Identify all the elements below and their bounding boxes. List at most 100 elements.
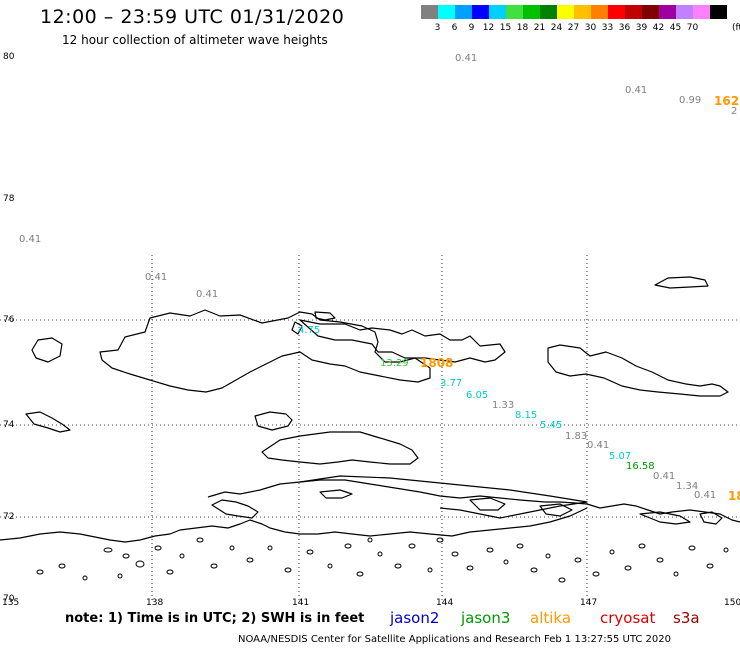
sat-label-jason2: jason2	[390, 609, 440, 627]
mainland-shelf	[299, 475, 588, 519]
lon-label-138: 138	[146, 598, 164, 608]
legend-label: 36	[618, 23, 631, 33]
legend-swatch	[693, 5, 710, 19]
legend-swatch	[625, 5, 642, 19]
wave-reading: 1808	[420, 356, 454, 370]
legend-swatch	[523, 5, 540, 19]
wave-reading: 0.41	[145, 272, 168, 283]
legend-label: 15	[499, 23, 512, 33]
delta-2	[319, 489, 353, 499]
legend-swatch	[659, 5, 676, 19]
sat-label-cryosat: cryosat	[600, 609, 656, 627]
legend-label: 12	[482, 23, 495, 33]
legend-swatch	[710, 5, 727, 19]
island-small-2	[291, 321, 303, 335]
legend-swatch	[574, 5, 591, 19]
legend-swatch	[438, 5, 455, 19]
wave-reading: 0.41	[625, 85, 648, 96]
wave-reading: 0.41	[196, 289, 219, 300]
wave-reading: 16.58	[626, 461, 655, 472]
island-bunge	[299, 319, 506, 363]
sat-label-altika: altika	[530, 609, 572, 627]
legend-unit: (ft)	[732, 23, 740, 33]
island-de-long	[654, 276, 709, 289]
delta-3	[469, 497, 506, 511]
wave-reading: 5.45	[540, 420, 563, 431]
lon-label-147: 147	[580, 598, 598, 608]
lat-label-72: 72	[3, 512, 15, 522]
wave-reading: 0.41	[455, 53, 478, 64]
lat-label-78: 78	[3, 194, 15, 204]
note-text: note: 1) Time is in UTC; 2) SWH is in fe…	[65, 611, 365, 626]
island-belkovsky	[254, 411, 293, 431]
wave-reading: 13.29	[380, 358, 409, 369]
footer-credit: NOAA/NESDIS Center for Satellite Applica…	[238, 634, 671, 645]
legend-label: 42	[652, 23, 665, 33]
island-faddeyevsky-east	[547, 344, 729, 397]
lon-label-150: 150	[724, 598, 740, 608]
lat-label-70: 70	[3, 594, 15, 604]
wave-reading: 3.77	[440, 378, 463, 389]
legend-swatch	[608, 5, 625, 19]
wave-reading: 162	[714, 94, 740, 108]
lat-label-74: 74	[3, 420, 15, 430]
mainland-south	[0, 507, 588, 543]
wave-reading: 4.75	[298, 325, 321, 336]
wave-reading: 8.15	[515, 410, 538, 421]
island-kotelny	[99, 309, 431, 393]
wave-reading: 0.41	[694, 490, 717, 501]
map-subtitle: 12 hour collection of altimeter wave hei…	[62, 33, 328, 47]
wave-reading: 0.41	[653, 471, 676, 482]
legend-swatch	[676, 5, 693, 19]
wave-reading: 6.05	[466, 390, 489, 401]
legend-swatch	[421, 5, 438, 19]
lat-label-76: 76	[3, 315, 15, 325]
legend-label: 6	[451, 23, 458, 33]
wave-reading: 1.34	[676, 481, 699, 492]
lon-label-141: 141	[292, 598, 310, 608]
sat-label-jason3: jason3	[461, 609, 511, 627]
wave-reading: 5.07	[609, 451, 632, 462]
lon-label-135: 135	[2, 598, 20, 608]
wave-reading: 0.99	[679, 95, 702, 106]
island-small-1	[314, 311, 336, 321]
legend-label: 45	[669, 23, 682, 33]
island-left-small	[31, 337, 63, 363]
wave-reading: 0.41	[19, 234, 42, 245]
legend-swatch	[591, 5, 608, 19]
coastlines	[0, 276, 740, 543]
delta-6	[539, 503, 573, 517]
legend-label: 30	[584, 23, 597, 33]
legend-label: 70	[686, 23, 699, 33]
legend-label: 39	[635, 23, 648, 33]
wave-reading: 0.41	[587, 440, 610, 451]
legend-swatch	[489, 5, 506, 19]
lakes	[36, 537, 729, 583]
legend-label: 27	[567, 23, 580, 33]
island-stolbovoy	[25, 411, 71, 433]
wave-reading: 1.83	[565, 431, 588, 442]
island-lyakhovsky	[261, 431, 419, 465]
legend-swatch	[506, 5, 523, 19]
legend-label: 24	[550, 23, 563, 33]
legend-label: 21	[533, 23, 546, 33]
map-title: 12:00 – 23:59 UTC 01/31/2020	[40, 6, 345, 28]
wave-reading: 2	[731, 106, 738, 117]
legend-label: 18	[516, 23, 529, 33]
legend-swatch	[540, 5, 557, 19]
legend-swatch	[455, 5, 472, 19]
sat-label-s3a: s3a	[673, 609, 700, 627]
legend-label: 3	[434, 23, 441, 33]
lon-label-144: 144	[436, 598, 454, 608]
legend-swatch	[642, 5, 659, 19]
legend-swatch	[557, 5, 574, 19]
wave-reading: 1.33	[492, 400, 515, 411]
legend-swatch	[472, 5, 489, 19]
delta-5	[699, 511, 723, 525]
legend-label: 9	[468, 23, 475, 33]
wave-reading: 18	[728, 489, 740, 503]
legend-label: 33	[601, 23, 614, 33]
delta-1	[211, 499, 259, 519]
lat-label-80: 80	[3, 52, 15, 62]
